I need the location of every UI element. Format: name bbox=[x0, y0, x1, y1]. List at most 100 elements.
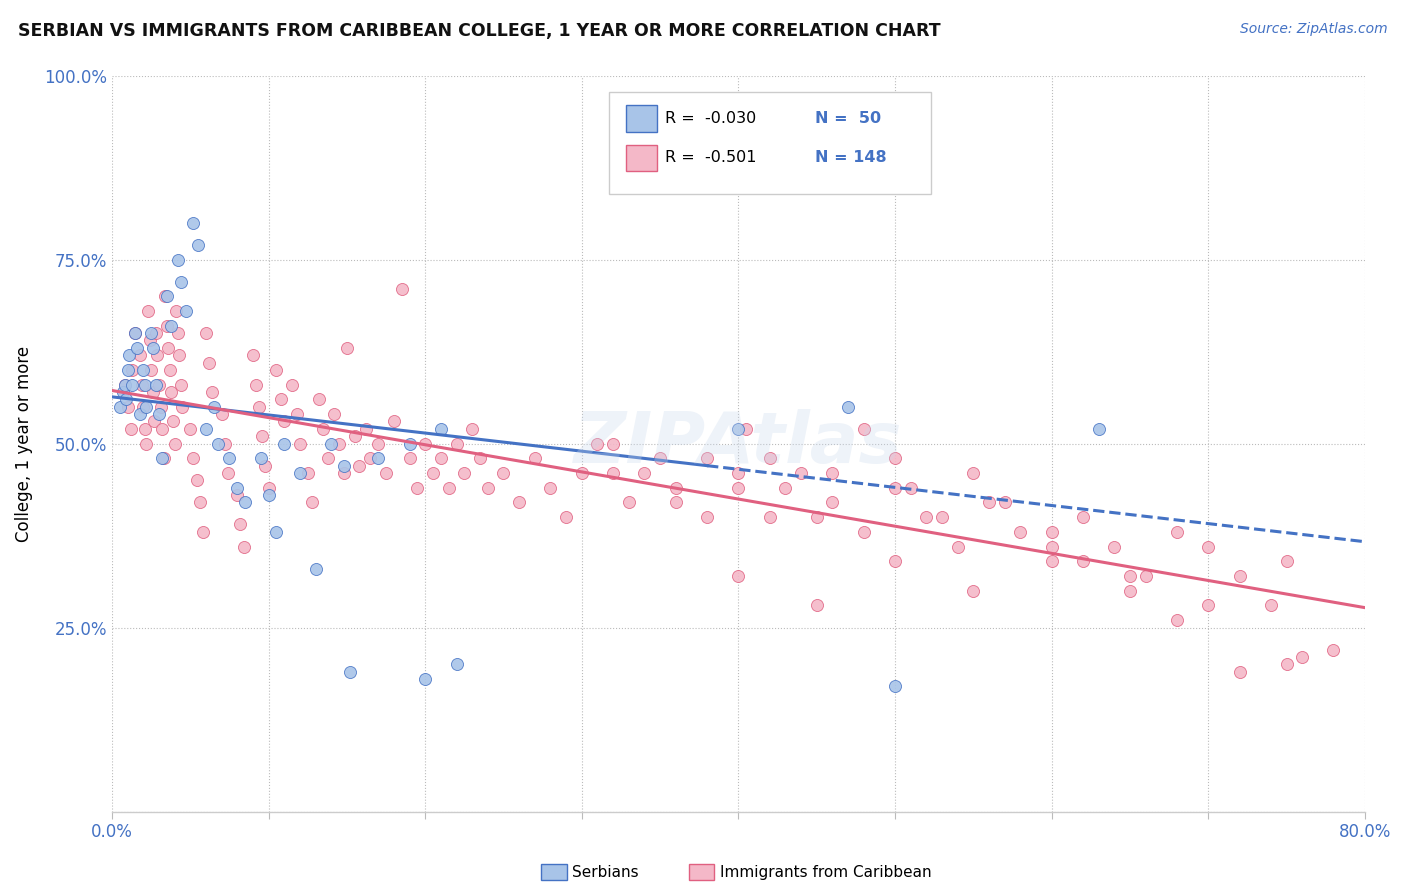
Point bbox=[430, 422, 453, 436]
Point bbox=[187, 237, 209, 252]
Point bbox=[336, 341, 359, 355]
Text: SERBIAN VS IMMIGRANTS FROM CARIBBEAN COLLEGE, 1 YEAR OR MORE CORRELATION CHART: SERBIAN VS IMMIGRANTS FROM CARIBBEAN COL… bbox=[18, 22, 941, 40]
Point bbox=[152, 451, 174, 466]
Point bbox=[214, 436, 236, 450]
Point bbox=[191, 524, 214, 539]
Point bbox=[162, 414, 184, 428]
Point bbox=[1119, 583, 1142, 598]
Point bbox=[453, 466, 475, 480]
Point bbox=[492, 466, 515, 480]
Point bbox=[150, 422, 173, 436]
Point bbox=[806, 599, 828, 613]
Point bbox=[735, 422, 758, 436]
Point bbox=[172, 400, 194, 414]
Point bbox=[1087, 422, 1109, 436]
Point bbox=[111, 384, 134, 399]
Point bbox=[1102, 540, 1125, 554]
Point bbox=[142, 341, 165, 355]
Point bbox=[117, 363, 139, 377]
Point bbox=[446, 657, 468, 672]
Point bbox=[155, 289, 177, 303]
Point bbox=[312, 422, 335, 436]
Point bbox=[461, 422, 484, 436]
Point bbox=[135, 436, 157, 450]
Point bbox=[115, 392, 138, 407]
Point bbox=[1071, 510, 1094, 524]
Point bbox=[430, 451, 453, 466]
Point bbox=[285, 407, 308, 421]
Point bbox=[249, 451, 271, 466]
Point bbox=[120, 422, 142, 436]
Point bbox=[114, 377, 136, 392]
Point bbox=[946, 540, 969, 554]
Point bbox=[273, 414, 295, 428]
Text: ZIPAtlas: ZIPAtlas bbox=[574, 409, 903, 478]
Point bbox=[332, 466, 354, 480]
Point bbox=[586, 436, 609, 450]
Point bbox=[375, 466, 398, 480]
Point bbox=[321, 436, 343, 450]
Point bbox=[229, 517, 252, 532]
Point bbox=[1040, 540, 1063, 554]
Point bbox=[207, 436, 229, 450]
Point bbox=[391, 282, 413, 296]
Point bbox=[727, 466, 749, 480]
Point bbox=[135, 400, 157, 414]
Point bbox=[160, 318, 183, 333]
Point bbox=[148, 407, 170, 421]
Point bbox=[962, 466, 984, 480]
Point bbox=[602, 466, 624, 480]
Point bbox=[316, 451, 339, 466]
Point bbox=[422, 466, 444, 480]
Point bbox=[884, 128, 907, 142]
Point bbox=[477, 481, 499, 495]
Point bbox=[169, 348, 191, 362]
Point bbox=[156, 318, 179, 333]
Point bbox=[217, 466, 239, 480]
Point bbox=[198, 355, 221, 369]
Point bbox=[165, 304, 187, 318]
Point bbox=[179, 422, 201, 436]
Point bbox=[148, 377, 170, 392]
Point bbox=[413, 672, 436, 686]
Text: R =  -0.030: R = -0.030 bbox=[665, 112, 756, 126]
Point bbox=[508, 495, 530, 509]
Point bbox=[790, 466, 813, 480]
Point bbox=[758, 451, 780, 466]
Point bbox=[117, 400, 139, 414]
Point bbox=[143, 414, 166, 428]
Point bbox=[328, 436, 350, 450]
Point bbox=[226, 481, 249, 495]
Point bbox=[852, 422, 875, 436]
Point bbox=[900, 481, 922, 495]
Point bbox=[884, 481, 907, 495]
Point bbox=[288, 466, 311, 480]
Text: R =  -0.501: R = -0.501 bbox=[665, 151, 756, 165]
Point bbox=[468, 451, 491, 466]
Point bbox=[233, 495, 256, 509]
Point bbox=[114, 377, 136, 392]
Point bbox=[437, 481, 460, 495]
Point bbox=[142, 384, 165, 399]
Point bbox=[108, 400, 131, 414]
Point bbox=[121, 377, 143, 392]
Point bbox=[1229, 569, 1251, 583]
Point bbox=[332, 458, 354, 473]
Point bbox=[166, 326, 188, 340]
Point bbox=[157, 341, 180, 355]
Point bbox=[124, 326, 146, 340]
Point bbox=[413, 436, 436, 450]
Point bbox=[349, 458, 371, 473]
Point bbox=[398, 451, 420, 466]
Point bbox=[1010, 524, 1032, 539]
Point bbox=[1197, 540, 1219, 554]
Point bbox=[931, 510, 953, 524]
Point bbox=[150, 451, 173, 466]
Point bbox=[156, 289, 179, 303]
Point bbox=[273, 436, 295, 450]
Point bbox=[118, 348, 141, 362]
Point bbox=[242, 348, 264, 362]
Point bbox=[821, 466, 844, 480]
Point bbox=[1166, 613, 1188, 627]
Point bbox=[129, 348, 152, 362]
